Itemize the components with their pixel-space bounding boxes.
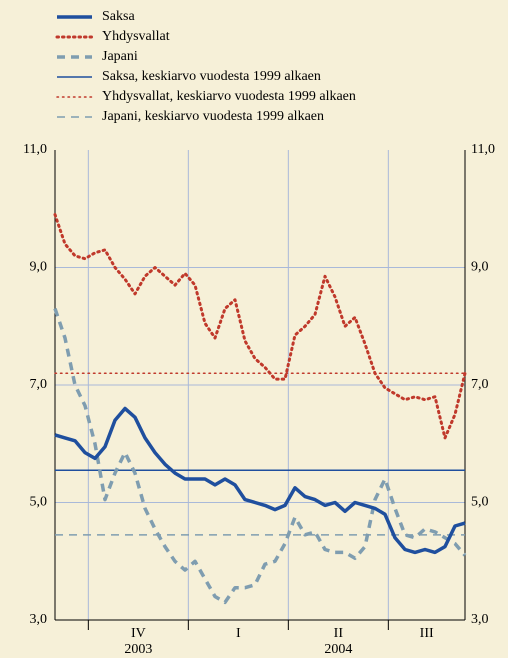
legend-label: Japani, keskiarvo vuodesta 1999 alkaen — [102, 109, 324, 124]
y2-tick-label: 11,0 — [471, 142, 495, 157]
legend-label: Yhdysvallat, keskiarvo vuodesta 1999 alk… — [102, 89, 356, 104]
quarter-label: IV — [131, 626, 146, 641]
y2-tick-label: 5,0 — [471, 495, 489, 510]
y-tick-label: 5,0 — [30, 495, 48, 510]
legend-label: Saksa, keskiarvo vuodesta 1999 alkaen — [102, 69, 321, 84]
y-tick-label: 3,0 — [30, 612, 48, 627]
year-label: 2004 — [324, 642, 352, 657]
series-line — [54, 406, 466, 555]
year-label: 2003 — [124, 642, 152, 657]
legend-label: Saksa — [102, 9, 135, 24]
quarter-label: I — [236, 626, 241, 641]
y2-tick-label: 3,0 — [471, 612, 489, 627]
series-line — [53, 213, 467, 440]
y-tick-label: 9,0 — [30, 260, 48, 275]
y-tick-label: 7,0 — [30, 377, 48, 392]
legend-label: Japani — [102, 49, 138, 64]
y2-tick-label: 9,0 — [471, 260, 489, 275]
y-tick-label: 11,0 — [23, 142, 47, 157]
quarter-label: II — [334, 626, 344, 641]
series-line — [53, 308, 467, 605]
legend-label: Yhdysvallat — [102, 29, 170, 44]
y2-tick-label: 7,0 — [471, 377, 489, 392]
quarter-label: III — [420, 626, 434, 641]
